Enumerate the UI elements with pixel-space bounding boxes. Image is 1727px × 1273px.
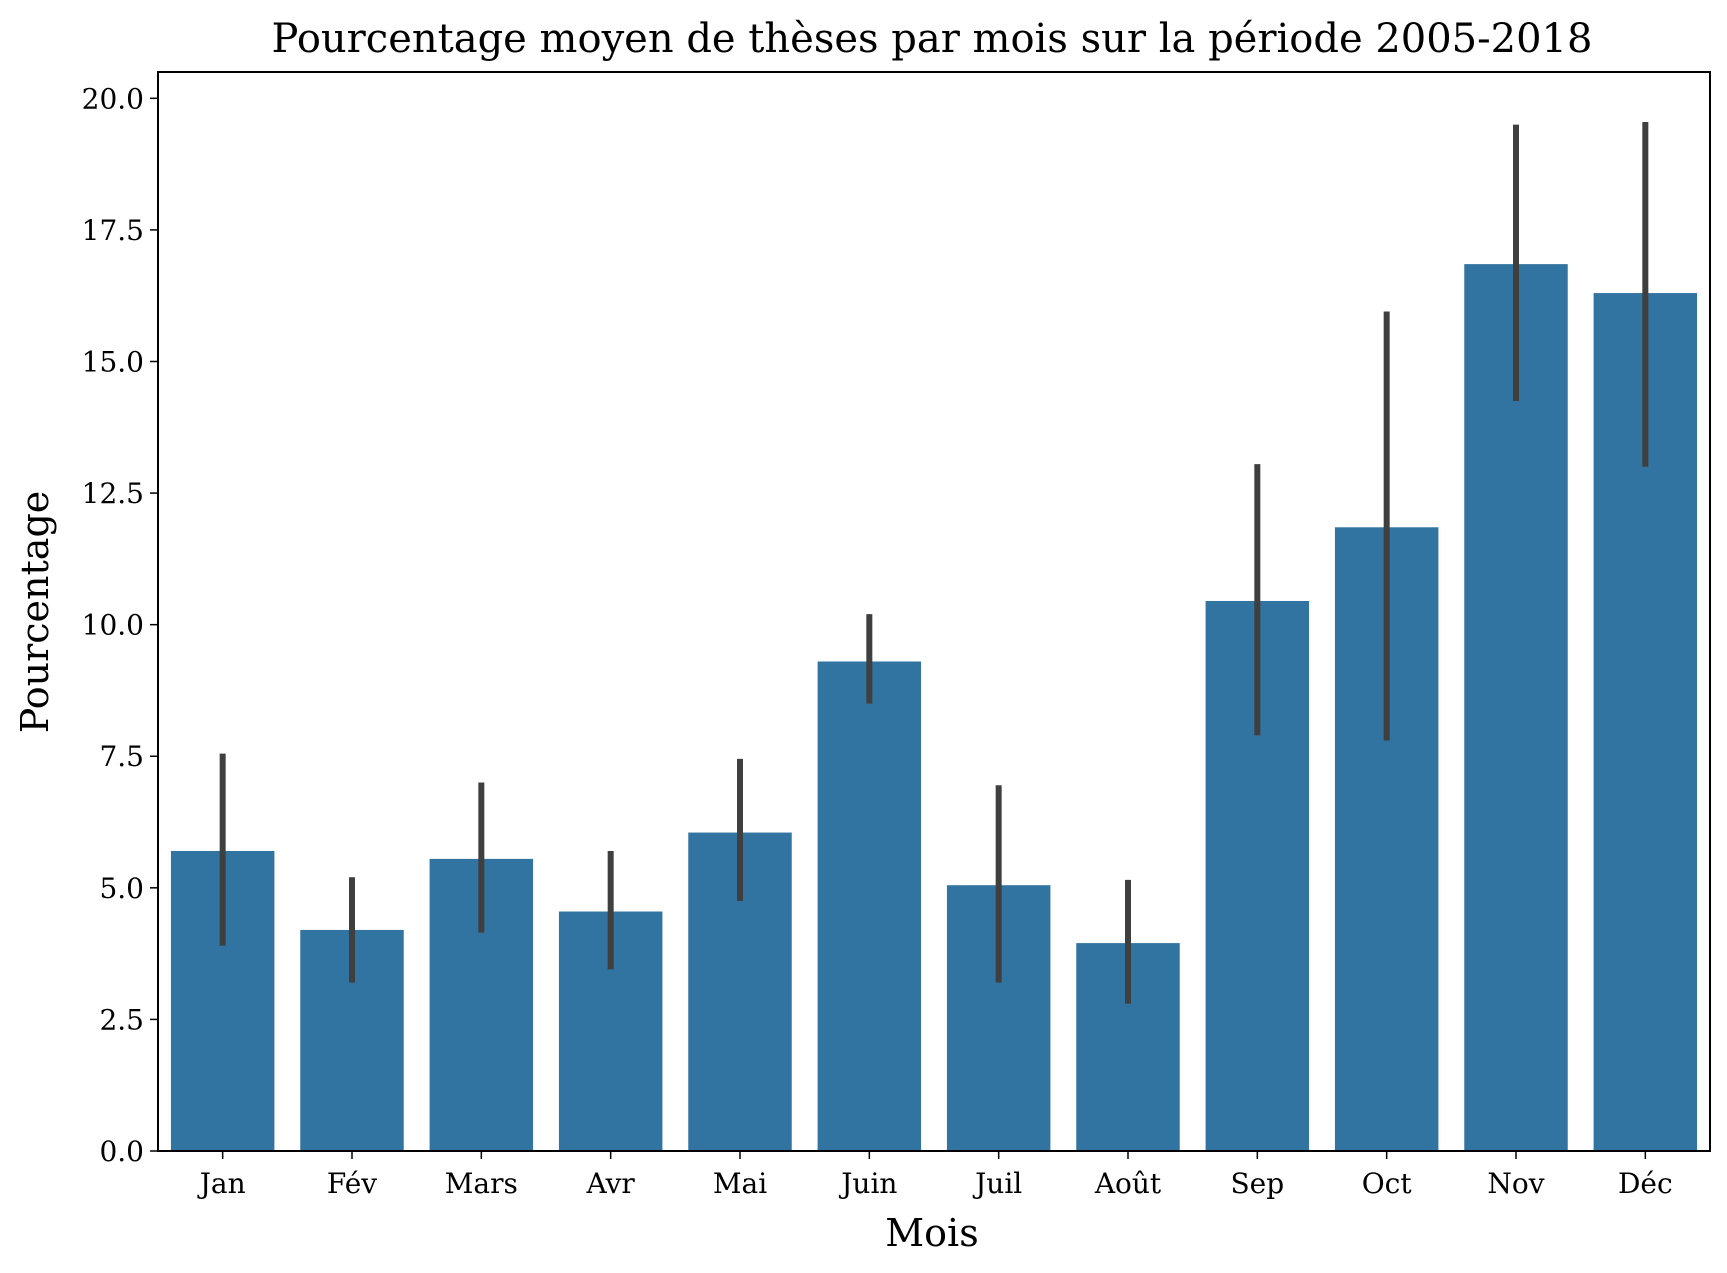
bar-11 [1464, 264, 1568, 1151]
x-tick-label-5: Mai [713, 1167, 767, 1200]
y-tick-label-2: 2.5 [99, 1003, 144, 1036]
x-tick-label-8: Août [1094, 1167, 1162, 1200]
y-tick-label-6: 12.5 [82, 477, 144, 510]
bars-group [170, 264, 1698, 1151]
plot-frame [157, 71, 1711, 1152]
y-tick-label-8: 17.5 [82, 214, 144, 247]
y-tick-label-7: 15.0 [82, 345, 144, 378]
bar-6 [817, 661, 922, 1151]
x-tick-label-4: Avr [586, 1167, 636, 1200]
y-tick-label-5: 10.0 [82, 609, 144, 642]
x-tick-label-11: Nov [1487, 1167, 1544, 1200]
x-tick-label-7: Juil [972, 1167, 1022, 1200]
y-axis-label: Pourcentage [13, 491, 57, 734]
y-tick-label-1: 0.0 [99, 1135, 144, 1168]
chart-title: Pourcentage moyen de thèses par mois sur… [272, 16, 1593, 62]
x-tick-label-2: Fév [327, 1167, 377, 1200]
x-tick-label-3: Mars [445, 1167, 518, 1200]
y-tick-label-4: 7.5 [99, 740, 144, 773]
y-tick-label-3: 5.0 [99, 872, 144, 905]
y-axis: 0.0 2.5 5.0 7.5 10.0 12.5 15.0 17.5 20.0 [82, 82, 158, 1168]
x-tick-label-1: Jan [197, 1167, 246, 1200]
x-tick-label-9: Sep [1230, 1167, 1284, 1200]
x-tick-label-6: Juin [838, 1167, 897, 1200]
x-axis-label: Mois [885, 1211, 978, 1255]
x-tick-label-10: Oct [1362, 1167, 1413, 1200]
x-axis: Jan Fév Mars Avr Mai Juin Juil Août Sep Oct Nov Déc [197, 1151, 1673, 1200]
y-tick-label-9: 20.0 [82, 82, 144, 115]
x-tick-label-12: Déc [1618, 1167, 1673, 1200]
error-bars-group [219, 122, 1649, 1004]
